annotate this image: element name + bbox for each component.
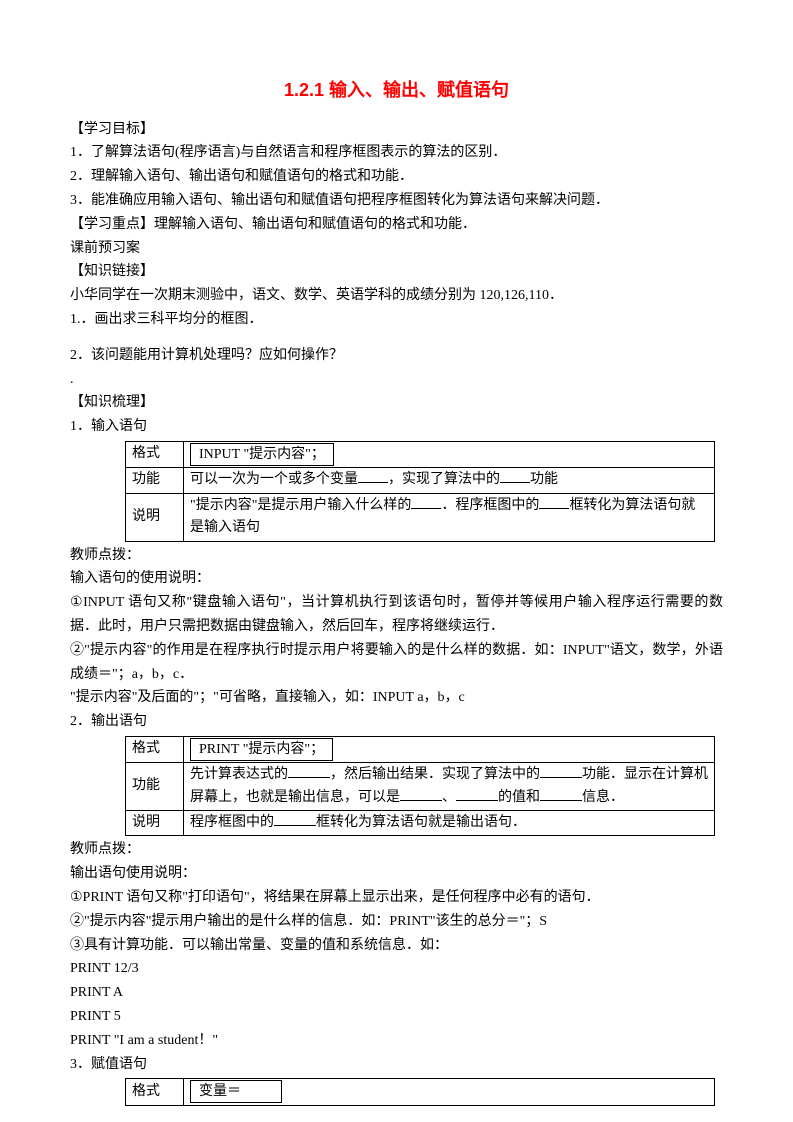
blank-field bbox=[540, 787, 582, 801]
table-row: 说明 "提示内容"是提示用户输入什么样的．程序框图中的框转化为算法语句就是输入语… bbox=[126, 493, 715, 541]
blank-field bbox=[500, 469, 530, 483]
text-fragment: 程序框图中的 bbox=[190, 815, 274, 830]
output-example-2: PRINT A bbox=[70, 981, 723, 1005]
blank-field bbox=[540, 764, 582, 778]
cell-format-content: INPUT "提示内容"； bbox=[184, 441, 715, 467]
section1-title: 1．输入语句 bbox=[70, 415, 723, 439]
output-example-3: PRINT 5 bbox=[70, 1005, 723, 1029]
knowledge-link-q2: 2．该问题能用计算机处理吗？应如何操作？ bbox=[70, 344, 723, 368]
text-fragment: 功能 bbox=[530, 472, 558, 487]
blank-field bbox=[358, 469, 388, 483]
text-fragment: ．程序框图中的 bbox=[441, 498, 539, 513]
table-row: 说明 程序框图中的 框转化为算法语句就是输出语句． bbox=[126, 811, 715, 836]
output-desc-heading: 输出语句使用说明： bbox=[70, 862, 723, 886]
blank-field bbox=[539, 495, 569, 509]
text-fragment: "提示内容"是提示用户输入什么样的 bbox=[190, 498, 411, 513]
cell-function-content: 先计算表达式的，然后输出结果．实现了算法中的功能．显示在计算机屏幕上，也就是输出… bbox=[184, 763, 715, 811]
input-desc-heading: 输入语句的使用说明： bbox=[70, 567, 723, 591]
knowledge-link-heading: 【知识链接】 bbox=[70, 260, 723, 284]
cell-desc-label: 说明 bbox=[126, 493, 184, 541]
blank-field bbox=[456, 787, 498, 801]
table-row: 格式 INPUT "提示内容"； bbox=[126, 441, 715, 467]
cell-function-content: 可以一次为一个或多个变量 ，实现了算法中的 功能 bbox=[184, 468, 715, 493]
assign-format-box: 变量＝ bbox=[190, 1080, 282, 1103]
cell-format-label: 格式 bbox=[126, 736, 184, 762]
text-fragment: ，实现了算法中的 bbox=[388, 472, 500, 487]
input-statement-table: 格式 INPUT "提示内容"； 功能 可以一次为一个或多个变量 ，实现了算法中的… bbox=[125, 441, 715, 542]
input-desc-line1: ①INPUT 语句又称"键盘输入语句"，当计算机执行到该语句时，暂停并等候用户输… bbox=[70, 591, 723, 639]
cell-desc-content: "提示内容"是提示用户输入什么样的．程序框图中的框转化为算法语句就是输入语句 bbox=[184, 493, 715, 541]
knowledge-sort-heading: 【知识梳理】 bbox=[70, 391, 723, 415]
section3-title: 3．赋值语句 bbox=[70, 1053, 723, 1077]
input-format-box: INPUT "提示内容"； bbox=[190, 443, 334, 466]
learning-goals-heading: 【学习目标】 bbox=[70, 118, 723, 142]
key-point: 【学习重点】理解输入语句、输出语句和赋值语句的格式和功能． bbox=[70, 213, 723, 237]
assignment-statement-table: 格式 变量＝ bbox=[125, 1078, 715, 1105]
output-desc-line2: ②"提示内容"提示用户输出的是什么样的信息．如：PRINT"该生的总分＝"；S bbox=[70, 910, 723, 934]
text-fragment: 信息． bbox=[582, 790, 624, 805]
section2-title: 2．输出语句 bbox=[70, 710, 723, 734]
cell-format-label: 格式 bbox=[126, 441, 184, 467]
print-format-box: PRINT "提示内容"； bbox=[190, 738, 333, 761]
blank-field bbox=[274, 812, 316, 826]
teacher-note-1: 教师点拨： bbox=[70, 544, 723, 568]
input-desc-line3: "提示内容"及后面的"；"可省略，直接输入，如：INPUT a，b，c bbox=[70, 686, 723, 710]
cell-format-label: 格式 bbox=[126, 1079, 184, 1105]
table-row: 格式 变量＝ bbox=[126, 1079, 715, 1105]
output-example-1: PRINT 12/3 bbox=[70, 957, 723, 981]
text-fragment: 的值和 bbox=[498, 790, 540, 805]
learning-goal-3: 3．能准确应用输入语句、输出语句和赋值语句把程序框图转化为算法语句来解决问题． bbox=[70, 189, 723, 213]
table-row: 功能 可以一次为一个或多个变量 ，实现了算法中的 功能 bbox=[126, 468, 715, 493]
output-desc-line3: ③具有计算功能．可以输出常量、变量的值和系统信息．如： bbox=[70, 934, 723, 958]
output-desc-line1: ①PRINT 语句又称"打印语句"，将结果在屏幕上显示出来，是任何程序中必有的语… bbox=[70, 886, 723, 910]
input-desc-line2: ②"提示内容"的作用是在程序执行时提示用户将要输入的是什么样的数据．如：INPU… bbox=[70, 639, 723, 687]
pre-class-label: 课前预习案 bbox=[70, 237, 723, 261]
text-fragment: 可以一次为一个或多个变量 bbox=[190, 472, 358, 487]
learning-goal-1: 1．了解算法语句(程序语言)与自然语言和程序框图表示的算法的区别． bbox=[70, 141, 723, 165]
learning-goal-2: 2．理解输入语句、输出语句和赋值语句的格式和功能． bbox=[70, 165, 723, 189]
cell-function-label: 功能 bbox=[126, 763, 184, 811]
output-example-4: PRINT "I am a student！" bbox=[70, 1029, 723, 1053]
document-title: 1.2.1 输入、输出、赋值语句 bbox=[70, 75, 723, 106]
text-fragment: 先计算表达式的 bbox=[190, 767, 288, 782]
text-fragment: ，然后输出结果．实现了算法中的 bbox=[330, 767, 540, 782]
dot-line: . bbox=[70, 368, 723, 392]
cell-function-label: 功能 bbox=[126, 468, 184, 493]
knowledge-link-q1: 1.．画出求三科平均分的框图． bbox=[70, 308, 723, 332]
knowledge-link-intro: 小华同学在一次期末测验中，语文、数学、英语学科的成绩分别为 120,126,11… bbox=[70, 284, 723, 308]
text-fragment: 框转化为算法语句就是输出语句． bbox=[316, 815, 526, 830]
cell-format-content: 变量＝ bbox=[184, 1079, 715, 1105]
table-row: 格式 PRINT "提示内容"； bbox=[126, 736, 715, 762]
cell-desc-label: 说明 bbox=[126, 811, 184, 836]
text-fragment: 、 bbox=[442, 790, 456, 805]
table-row: 功能 先计算表达式的，然后输出结果．实现了算法中的功能．显示在计算机屏幕上，也就… bbox=[126, 763, 715, 811]
cell-format-content: PRINT "提示内容"； bbox=[184, 736, 715, 762]
cell-desc-content: 程序框图中的 框转化为算法语句就是输出语句． bbox=[184, 811, 715, 836]
output-statement-table: 格式 PRINT "提示内容"； 功能 先计算表达式的 ，然后输出结果．实现了算法… bbox=[125, 736, 715, 837]
blank-field bbox=[288, 764, 330, 778]
blank-field bbox=[411, 495, 441, 509]
blank-field bbox=[400, 787, 442, 801]
teacher-note-2: 教师点拨： bbox=[70, 838, 723, 862]
